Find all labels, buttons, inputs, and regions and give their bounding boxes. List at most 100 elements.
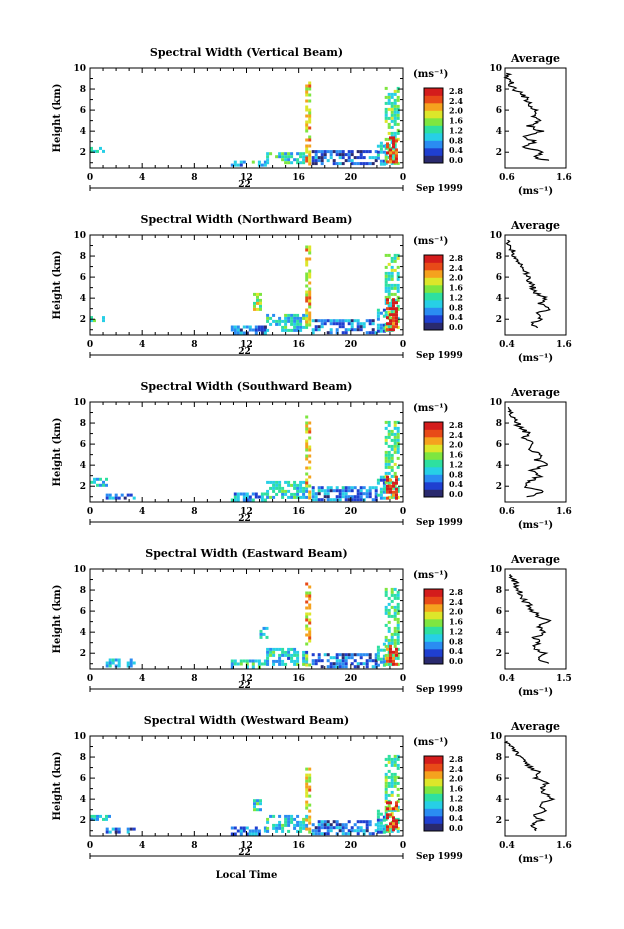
average-x-label: (ms⁻¹)	[518, 520, 553, 531]
heatmap-cell	[393, 256, 397, 260]
heatmap-cell	[308, 794, 312, 798]
heatmap-cell	[395, 819, 398, 823]
colorbar-tick-label: 0.0	[449, 322, 463, 332]
heatmap-region	[386, 298, 398, 332]
y-tick-label: 10	[73, 64, 86, 74]
heatmap-cell	[335, 823, 339, 827]
heatmap-cell	[341, 162, 345, 166]
heatmap-cell	[389, 322, 392, 326]
heatmap-cell	[293, 492, 297, 496]
heatmap-cell	[299, 161, 303, 165]
heatmap-cell	[379, 329, 383, 333]
heatmap-cell	[359, 653, 363, 657]
colorbar-unit: (ms⁻¹)	[413, 570, 448, 581]
heatmap-cell	[376, 651, 380, 655]
heatmap-cell	[396, 283, 400, 287]
heatmap-cell	[396, 161, 400, 165]
heatmap-cell	[266, 489, 270, 493]
heatmap-cell	[293, 650, 297, 654]
heatmap-cell	[296, 152, 300, 156]
heatmap-cell	[392, 145, 395, 149]
heatmap-cell	[347, 489, 351, 493]
heatmap-cell	[389, 313, 392, 317]
heatmap-cell	[305, 495, 309, 499]
heatmap-cell	[305, 484, 309, 488]
heatmap-cell	[393, 763, 397, 767]
heatmap-cell	[259, 802, 262, 806]
heatmap-cell	[275, 647, 279, 651]
heatmap-cell	[384, 137, 388, 141]
heatmap-cell	[384, 763, 388, 767]
heatmap-cell	[387, 596, 391, 600]
heatmap-cell	[311, 492, 315, 496]
heatmap-cell	[338, 156, 342, 160]
heatmap-cell	[392, 493, 395, 497]
heatmap-cell	[299, 829, 303, 833]
heatmap-cell	[117, 661, 121, 665]
heatmap-cell	[387, 808, 391, 812]
heatmap-cell	[275, 322, 279, 326]
heatmap-cell	[311, 486, 315, 490]
heatmap-cell	[329, 331, 333, 335]
date-label: Sep 1999	[416, 852, 463, 862]
heatmap-cell	[308, 135, 312, 139]
heatmap-cell	[344, 328, 348, 332]
heatmap-cell	[396, 465, 400, 469]
x-tick-label: 16	[292, 173, 305, 183]
heatmap-cell	[376, 153, 380, 157]
heatmap-cell	[251, 829, 255, 833]
heatmap-cell	[396, 116, 400, 120]
heatmap-cell	[384, 662, 388, 666]
heatmap-cell	[296, 820, 300, 824]
heatmap-cell	[390, 104, 394, 108]
colorbar-swatch	[424, 611, 443, 620]
heatmap-cell	[323, 653, 327, 657]
heatmap-cell	[393, 116, 397, 120]
heatmap-cell	[305, 144, 309, 148]
heatmap-cell	[305, 481, 309, 485]
heatmap-cell	[344, 653, 348, 657]
heatmap-cell	[335, 162, 339, 166]
heatmap-cell	[269, 480, 273, 484]
heatmap-cell	[284, 817, 288, 821]
heatmap-cell	[393, 444, 397, 448]
heatmap-cell	[396, 286, 400, 290]
heatmap-cell	[395, 647, 398, 651]
heatmap-cell	[305, 430, 309, 434]
heatmap-cell	[302, 650, 306, 654]
heatmap-cell	[374, 823, 378, 827]
heatmap-cell	[287, 647, 291, 651]
heatmap-cell	[293, 480, 297, 484]
y-tick-label: 2	[80, 649, 86, 659]
heatmap-cell	[239, 659, 243, 663]
heatmap-cell	[395, 316, 398, 320]
heatmap-cell	[281, 659, 285, 663]
heatmap-cell	[272, 826, 276, 830]
heatmap-cell	[379, 490, 383, 494]
heatmap-cell	[365, 492, 369, 496]
heatmap-cell	[353, 653, 357, 657]
colorbar-tick-label: 0.4	[449, 479, 463, 489]
heatmap-cell	[350, 486, 354, 490]
heatmap-cell	[263, 328, 267, 332]
average-y-tick-label: 6	[496, 440, 502, 450]
heatmap-cell	[308, 257, 312, 261]
heatmap-cell	[233, 163, 237, 167]
heatmap-cell	[338, 826, 342, 830]
heatmap-cell	[356, 162, 360, 166]
heatmap-cell	[314, 153, 318, 157]
heatmap-cell	[395, 310, 398, 314]
heatmap-cell	[359, 829, 363, 833]
heatmap-cell	[392, 322, 395, 326]
heatmap-cell	[230, 832, 234, 836]
heatmap-cell	[396, 319, 400, 323]
heatmap-cell	[305, 767, 309, 771]
heatmap-cell	[314, 162, 318, 166]
heatmap-cell	[248, 495, 252, 499]
heatmap-cell	[308, 809, 312, 813]
heatmap-cell	[99, 483, 102, 487]
heatmap-cell	[299, 319, 303, 323]
heatmap-cell	[114, 827, 118, 831]
heatmap-cell	[384, 286, 388, 290]
